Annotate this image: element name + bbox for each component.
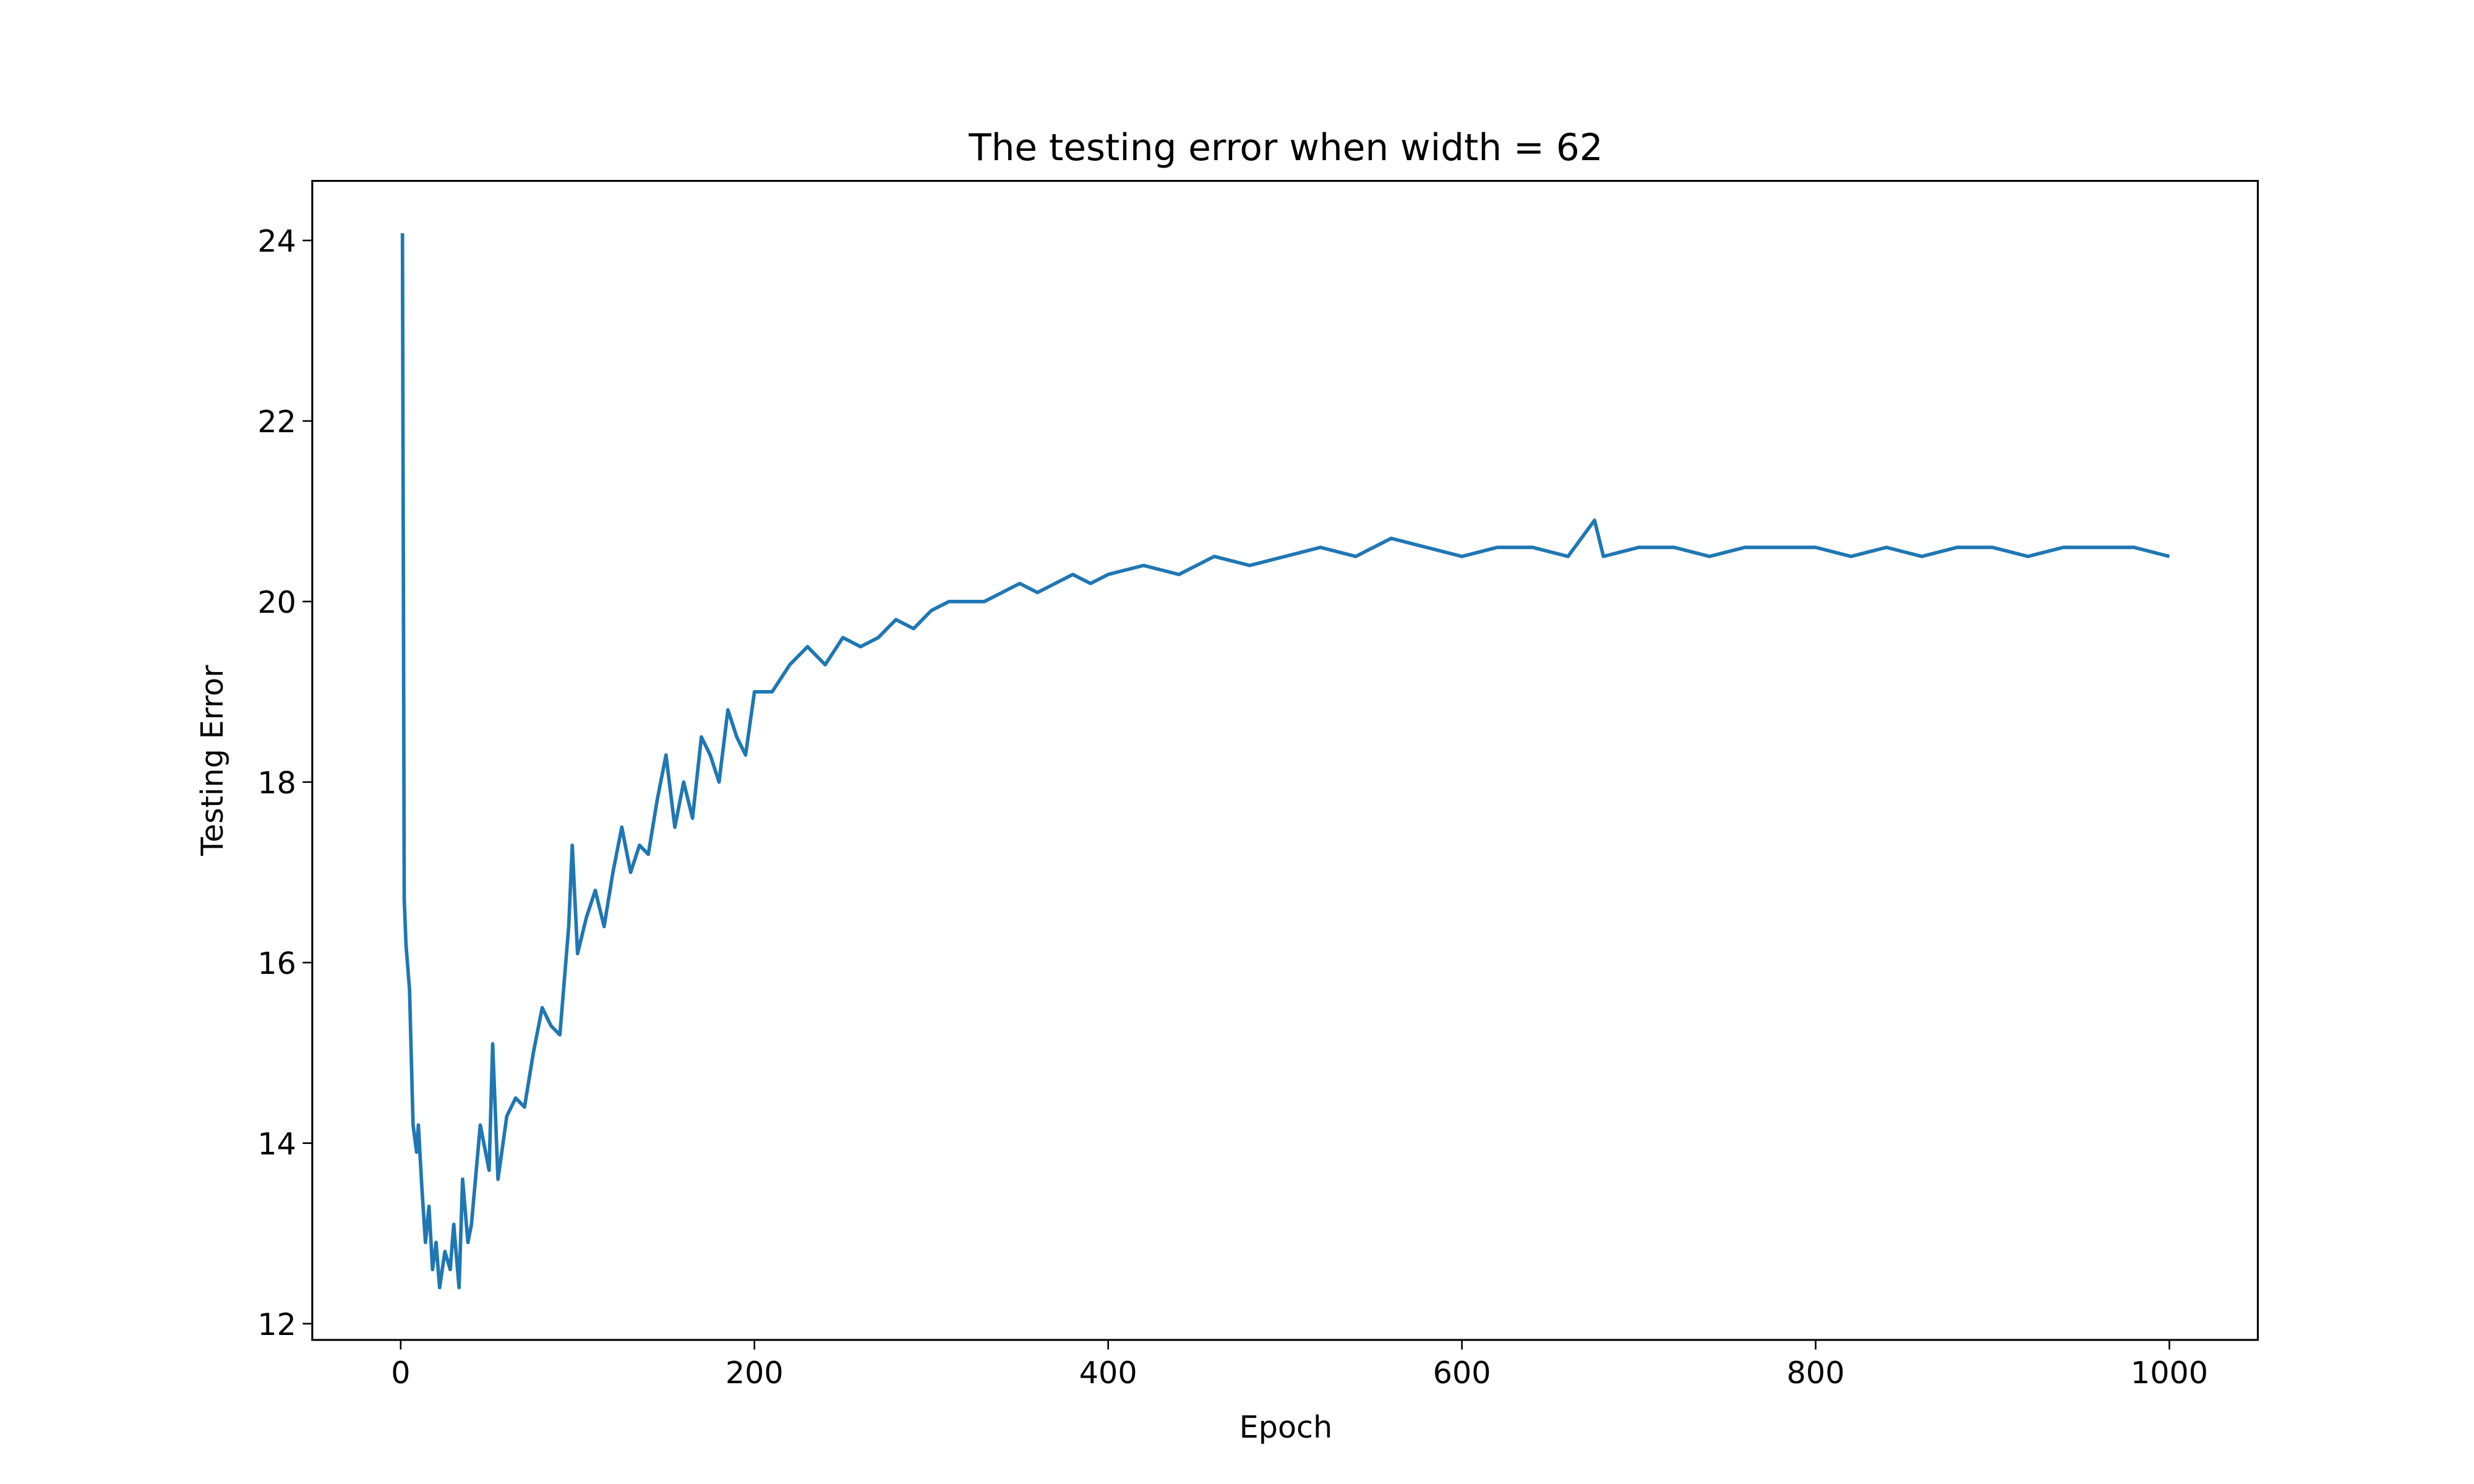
y-tick-label: 18 <box>257 765 296 801</box>
data-line <box>400 233 2170 1290</box>
x-tick-label: 0 <box>391 1355 410 1391</box>
plot-frame <box>311 180 2259 1341</box>
chart-title: The testing error when width = 62 <box>968 127 1603 169</box>
x-tick-label: 600 <box>1433 1355 1491 1391</box>
x-tick-label: 400 <box>1079 1355 1137 1391</box>
y-tick-label: 20 <box>257 584 296 620</box>
x-tick-label: 800 <box>1787 1355 1845 1391</box>
x-axis-label: Epoch <box>1239 1409 1333 1445</box>
y-tick-label: 12 <box>257 1307 296 1342</box>
y-tick-label: 24 <box>257 223 296 259</box>
x-tick-label: 200 <box>726 1355 784 1391</box>
x-tick-label: 1000 <box>2131 1355 2208 1391</box>
y-axis-label: Testing Error <box>194 665 230 856</box>
y-tick-label: 14 <box>257 1126 296 1162</box>
y-tick-label: 22 <box>257 404 296 440</box>
y-tick-label: 16 <box>257 945 296 981</box>
